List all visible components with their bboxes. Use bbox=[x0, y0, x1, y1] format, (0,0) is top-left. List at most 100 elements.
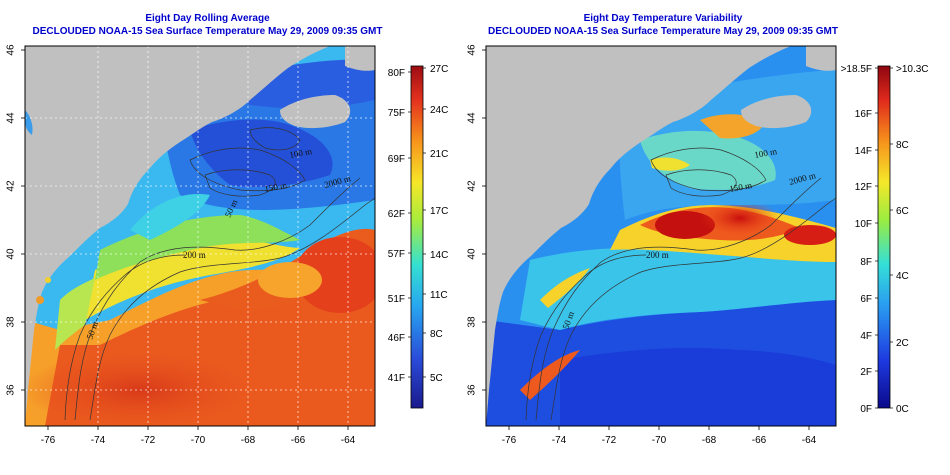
left-x-tick-label: -72 bbox=[141, 435, 156, 446]
right-hot-spot-3 bbox=[700, 200, 780, 236]
left-x-tick-label: -66 bbox=[291, 435, 306, 446]
left-colorbar-c-label: 8C bbox=[430, 329, 443, 340]
right-contour-200m bbox=[535, 177, 822, 421]
left-x-tick-label: -68 bbox=[241, 435, 256, 446]
right-title: Eight Day Temperature Variability DECLOU… bbox=[478, 12, 848, 38]
left-x-tick-label: -64 bbox=[341, 435, 356, 446]
left-x-axis: -76 -74 -72 -70 -68 -66 -64 bbox=[41, 426, 356, 446]
right-depth-contours bbox=[525, 147, 836, 421]
right-colorbar bbox=[877, 65, 891, 409]
right-colorbar-c-label: 4C bbox=[896, 271, 909, 282]
right-colorbar-f-label: 0F bbox=[860, 404, 872, 415]
left-y-tick-label: 44 bbox=[6, 112, 17, 124]
left-colorbar bbox=[410, 65, 424, 409]
left-coastal-speck bbox=[36, 296, 44, 304]
right-land-newfoundland bbox=[806, 46, 836, 71]
right-y-tick-label: 36 bbox=[467, 384, 478, 396]
right-x-tick-label: -68 bbox=[702, 435, 717, 446]
right-x-tick-label: -72 bbox=[602, 435, 617, 446]
left-colorbar-c-label: 27C bbox=[430, 64, 448, 75]
left-colorbar-f-label: 80F bbox=[388, 68, 405, 79]
right-x-tick-label: -66 bbox=[752, 435, 767, 446]
right-cyan-band bbox=[520, 248, 836, 330]
right-contour-label-150m: 150 m bbox=[729, 180, 753, 194]
right-contour-label-200m: 200 m bbox=[646, 250, 669, 260]
left-map-frame bbox=[24, 45, 376, 427]
right-colorbar-f-label: 14F bbox=[855, 146, 872, 157]
right-x-axis: -76 -74 -72 -70 -68 -66 -64 bbox=[502, 426, 817, 446]
left-eddy-ring bbox=[258, 262, 322, 298]
right-colorbar-celsius-labels: >10.3C 8C 6C 4C 2C 0C bbox=[890, 64, 929, 415]
left-title-line1: Eight Day Rolling Average bbox=[145, 13, 270, 24]
right-x-tick-label: -70 bbox=[652, 435, 667, 446]
left-title-line2: DECLOUDED NOAA-15 Sea Surface Temperatur… bbox=[32, 26, 383, 37]
right-colorbar-c-label: 2C bbox=[896, 338, 909, 349]
right-contour-2000m bbox=[550, 197, 836, 421]
left-warm-eddy bbox=[295, 237, 375, 313]
left-contour-gulf-maine bbox=[249, 127, 301, 151]
right-y-axis: 36 38 40 42 44 46 bbox=[467, 44, 486, 396]
left-colorbar-f-label: 69F bbox=[388, 154, 405, 165]
left-depth-contours bbox=[64, 127, 375, 421]
right-x-tick-label: -64 bbox=[802, 435, 817, 446]
left-contour-label-150m: 150 m bbox=[264, 180, 288, 194]
right-colorbar-f-label: 12F bbox=[855, 182, 872, 193]
left-colorbar-f-label: 62F bbox=[388, 209, 405, 220]
left-colorbar-c-label: 24C bbox=[430, 105, 448, 116]
left-y-tick-label: 40 bbox=[6, 248, 17, 260]
left-contour-50m bbox=[64, 254, 186, 421]
right-georges-bank bbox=[640, 130, 776, 190]
left-land-nova-scotia bbox=[280, 95, 351, 129]
right-x-tick-label: -74 bbox=[552, 435, 567, 446]
left-y-tick-label: 46 bbox=[6, 44, 17, 56]
left-land-newfoundland bbox=[345, 46, 375, 71]
left-map: 200 m 2000 m 100 m 50 m 150 m 50 m bbox=[25, 46, 375, 426]
left-contour-100m bbox=[189, 147, 306, 192]
left-colorbar-c-label: 21C bbox=[430, 149, 448, 160]
right-y-tick-label: 40 bbox=[467, 248, 478, 260]
right-colorbar-f-label: 16F bbox=[855, 109, 872, 120]
right-colorbar-c-label: >10.3C bbox=[896, 64, 929, 75]
left-colorbar-f-label: 46F bbox=[388, 333, 405, 344]
right-colorbar-c-label: 0C bbox=[896, 404, 909, 415]
left-contour-label-200m: 200 m bbox=[183, 250, 206, 260]
left-contour-200m bbox=[74, 177, 361, 421]
left-contour-150m bbox=[204, 169, 276, 197]
right-title-line2: DECLOUDED NOAA-15 Sea Surface Temperatur… bbox=[488, 26, 838, 37]
right-contour-50m bbox=[525, 254, 647, 421]
right-colorbar-fahrenheit-labels: >18.5F 16F 14F 12F 10F 8F 6F 4F 2F 0F bbox=[841, 64, 878, 415]
right-yellow-patch bbox=[650, 157, 690, 171]
right-hot-spot-2 bbox=[784, 225, 836, 245]
left-colorbar-f-label: 41F bbox=[388, 373, 405, 384]
left-y-tick-label: 36 bbox=[6, 384, 17, 396]
left-cyan-shelf bbox=[130, 194, 210, 240]
right-title-line1: Eight Day Temperature Variability bbox=[583, 13, 743, 24]
left-colorbar-f-label: 57F bbox=[388, 249, 405, 260]
left-y-axis: 36 38 40 42 44 46 bbox=[6, 44, 25, 396]
right-y-tick-label: 42 bbox=[467, 180, 478, 192]
left-nearshore-green bbox=[55, 278, 95, 350]
right-y-tick-label: 38 bbox=[467, 316, 478, 328]
left-title: Eight Day Rolling Average DECLOUDED NOAA… bbox=[20, 12, 395, 38]
left-contour-label-100m: 100 m bbox=[289, 146, 313, 160]
left-colorbar-f-label: 75F bbox=[388, 108, 405, 119]
left-colorbar-f-label: 51F bbox=[388, 294, 405, 305]
left-colorbar-celsius-labels: 27C 24C 21C 17C 14C 11C 8C 5C bbox=[423, 64, 448, 384]
right-colorbar-c-label: 8C bbox=[896, 140, 909, 151]
right-lowest-variability bbox=[560, 348, 836, 426]
right-map: 200 m 2000 m 100 m 50 m 150 m bbox=[486, 46, 836, 426]
right-colorbar-c-label: 6C bbox=[896, 206, 909, 217]
left-x-tick-label: -70 bbox=[191, 435, 206, 446]
right-map-frame bbox=[485, 45, 837, 427]
left-contour-2000m bbox=[89, 197, 375, 421]
right-coastal-streak bbox=[520, 350, 580, 400]
left-colorbar-c-label: 5C bbox=[430, 373, 443, 384]
left-y-tick-label: 38 bbox=[6, 316, 17, 328]
right-y-tick-label: 44 bbox=[467, 112, 478, 124]
left-coastal-speck bbox=[45, 277, 51, 283]
right-contour-label-100m: 100 m bbox=[754, 146, 778, 160]
right-colorbar-f-label: 10F bbox=[855, 219, 872, 230]
right-colorbar-f-label: 6F bbox=[860, 294, 872, 305]
left-land-mainland bbox=[25, 46, 330, 426]
